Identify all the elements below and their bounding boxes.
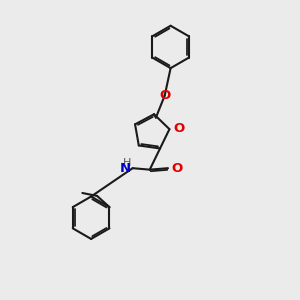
Text: O: O <box>159 89 170 102</box>
Text: H: H <box>123 158 131 168</box>
Text: O: O <box>172 162 183 175</box>
Text: N: N <box>120 162 131 175</box>
Text: O: O <box>173 122 184 135</box>
